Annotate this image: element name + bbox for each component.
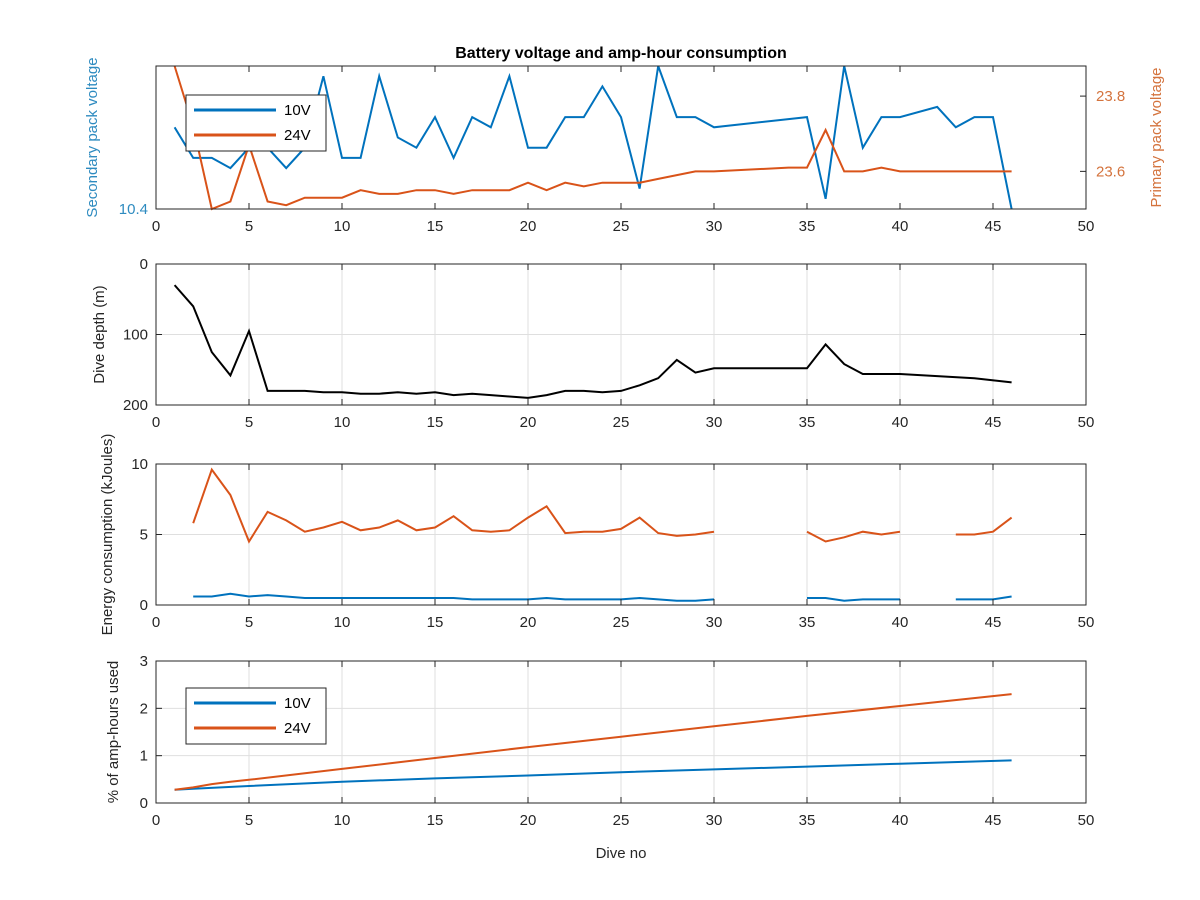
chart-panel-2: 0 5 10 15 20 25 30 35 40 45 50 0 100 200 Dive depth (m… (91, 256, 1094, 431)
legend-label-24V: 24V (284, 127, 311, 144)
y-tick-label: 100 (123, 327, 148, 344)
series-line-10V (173, 65, 1013, 210)
legend-label-10V: 10V (284, 102, 311, 119)
y-tick-label: 0 (140, 597, 148, 614)
series-line-24V (173, 65, 1012, 211)
x-tick-label: 15 (427, 614, 444, 631)
x-tick-label: 45 (985, 414, 1002, 431)
x-axis-label: Dive no (596, 845, 647, 862)
x-tick-label: 0 (152, 614, 160, 631)
x-tick-label: 50 (1078, 414, 1095, 431)
x-tick-label: 45 (985, 812, 1002, 829)
x-tick-label: 40 (892, 614, 909, 631)
x-tick-label: 30 (706, 614, 723, 631)
series-line-10V (955, 595, 1012, 601)
x-tick-label: 30 (706, 812, 723, 829)
series-line-10V (193, 592, 715, 602)
x-tick-label: 15 (427, 218, 444, 235)
y-tick-label: 0 (140, 256, 148, 273)
series-line-24V (174, 693, 1012, 791)
x-tick-label: 10 (334, 614, 351, 631)
x-tick-label: 35 (799, 614, 816, 631)
x-tick-label: 20 (520, 812, 537, 829)
chart-panel-1: 0 5 10 15 20 25 30 35 40 45 50 10.4 Secondary pack v… (84, 57, 1165, 235)
legend-box (185, 687, 327, 745)
x-tick-label: 35 (799, 812, 816, 829)
x-tick-label: 50 (1078, 812, 1095, 829)
y-tick-label: 2 (140, 700, 148, 717)
legend-label-24V: 24V (284, 720, 311, 737)
x-tick-label: 25 (613, 414, 630, 431)
x-tick-label: 20 (520, 614, 537, 631)
y-right-tick-label: 23.8 (1096, 88, 1125, 105)
x-tick-label: 40 (892, 414, 909, 431)
y-tick-label: 200 (123, 397, 148, 414)
x-tick-label: 25 (613, 812, 630, 829)
x-tick-label: 5 (245, 218, 253, 235)
series-line-10V (174, 759, 1012, 791)
x-tick-label: 15 (427, 414, 444, 431)
x-tick-label: 20 (520, 414, 537, 431)
x-tick-label: 25 (613, 218, 630, 235)
x-tick-label: 10 (334, 414, 351, 431)
x-tick-label: 5 (245, 812, 253, 829)
figure-title: Battery voltage and amp-hour consumption (455, 45, 787, 62)
series-line-10V (807, 597, 900, 602)
y-axis-label: % of amp-hours used (105, 661, 122, 804)
x-tick-label: 5 (245, 614, 253, 631)
y-axis-label: Energy consumption (kJoules) (99, 434, 116, 636)
x-tick-label: 20 (520, 218, 537, 235)
x-tick-label: 40 (892, 218, 909, 235)
y-axis-label: Dive depth (m) (91, 285, 108, 383)
y-tick-label: 3 (140, 653, 148, 670)
x-tick-label: 30 (706, 414, 723, 431)
x-tick-label: 45 (985, 614, 1002, 631)
x-tick-label: 30 (706, 218, 723, 235)
x-tick-label: 0 (152, 218, 160, 235)
series-line-24V (955, 516, 1013, 536)
legend-box (185, 94, 327, 152)
x-tick-label: 50 (1078, 218, 1095, 235)
x-tick-label: 40 (892, 812, 909, 829)
x-tick-label: 10 (334, 812, 351, 829)
x-tick-label: 0 (152, 414, 160, 431)
y-tick-label: 5 (140, 527, 148, 544)
y-right-axis-label: Primary pack voltage (1148, 67, 1165, 207)
series-line-24V (806, 530, 901, 543)
x-tick-label: 35 (799, 218, 816, 235)
x-tick-label: 35 (799, 414, 816, 431)
legend-label-10V: 10V (284, 695, 311, 712)
y-tick-label: 0 (140, 795, 148, 812)
y-tick-label: 1 (140, 748, 148, 765)
series-line (173, 284, 1012, 399)
y-tick-label: 10 (131, 456, 148, 473)
series-line-24V (192, 467, 715, 544)
chart-panel-4: 0 5 10 15 20 25 30 35 40 45 50 0 1 2 3 % of amp-hours u… (105, 653, 1094, 829)
x-tick-label: 10 (334, 218, 351, 235)
x-tick-label: 5 (245, 414, 253, 431)
x-tick-label: 25 (613, 614, 630, 631)
x-tick-label: 45 (985, 218, 1002, 235)
x-tick-label: 15 (427, 812, 444, 829)
chart-panel-3: 0 5 10 15 20 25 30 35 40 45 50 0 5 10 Energy consumpti… (99, 434, 1094, 636)
y-axis-label: Secondary pack voltage (84, 57, 101, 217)
x-tick-label: 0 (152, 812, 160, 829)
y-tick-label: 10.4 (119, 201, 148, 218)
x-tick-label: 50 (1078, 614, 1095, 631)
y-right-tick-label: 23.6 (1096, 163, 1125, 180)
